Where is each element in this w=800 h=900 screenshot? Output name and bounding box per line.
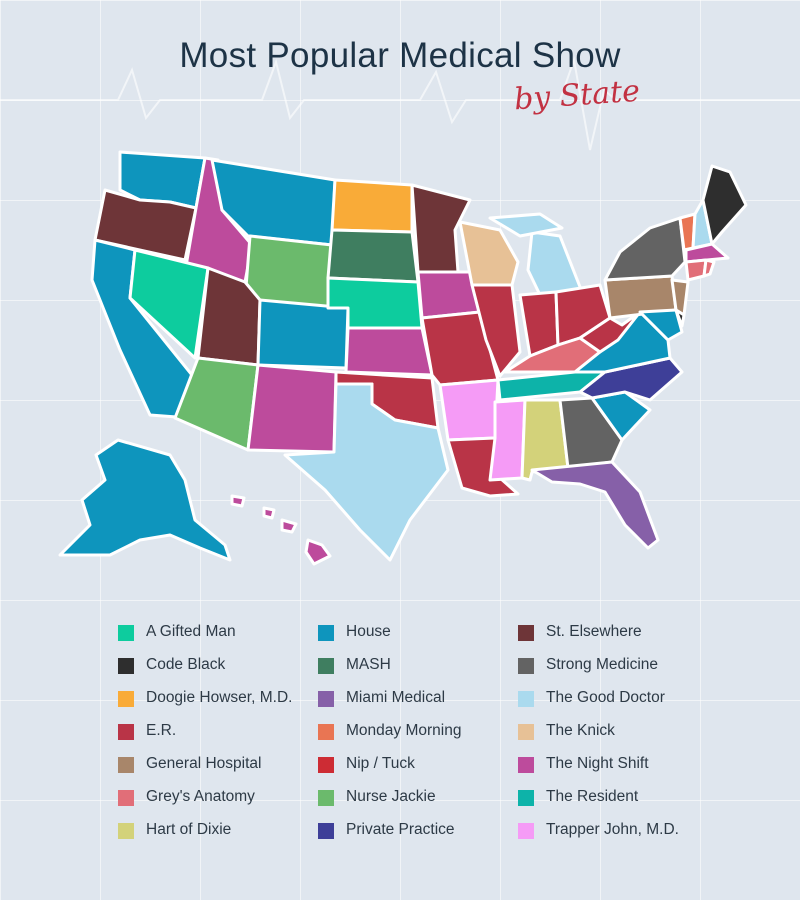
legend-label: Strong Medicine xyxy=(546,656,659,673)
legend-label: Hart of Dixie xyxy=(146,821,232,838)
state-nd xyxy=(330,178,414,234)
legend-swatch xyxy=(118,625,134,641)
legend-swatch xyxy=(518,790,534,806)
state-me xyxy=(701,164,748,246)
state-ny xyxy=(603,216,687,282)
legend-label: Doogie Howser, M.D. xyxy=(146,689,293,706)
state-ga xyxy=(558,396,624,470)
state-sd xyxy=(326,228,420,284)
legend-swatch xyxy=(118,658,134,674)
state-ak xyxy=(58,438,232,562)
legend-label: The Resident xyxy=(546,788,639,805)
us-map xyxy=(58,150,748,566)
state-ma xyxy=(684,242,730,264)
legend-swatch xyxy=(518,625,534,641)
legend-swatch xyxy=(318,691,334,707)
heartbeat-line-decoration xyxy=(0,56,800,151)
legend-swatch xyxy=(118,724,134,740)
legend-label: A Gifted Man xyxy=(146,623,236,640)
legend-swatch xyxy=(118,790,134,806)
legend-label: Nurse Jackie xyxy=(346,788,436,805)
legend-swatch xyxy=(518,724,534,740)
legend-swatch xyxy=(318,625,334,641)
legend-label: Private Practice xyxy=(346,821,455,838)
state-mn xyxy=(410,183,472,274)
legend-swatch xyxy=(518,691,534,707)
state-de xyxy=(674,308,686,328)
legend-label: Miami Medical xyxy=(346,689,446,706)
legend-label: Grey's Anatomy xyxy=(146,788,255,805)
state-nm xyxy=(246,363,338,454)
legend-label: St. Elsewhere xyxy=(546,623,642,640)
state-mi-up xyxy=(488,212,564,238)
legend-label: Nip / Tuck xyxy=(346,755,415,772)
legend-swatch xyxy=(318,658,334,674)
state-md xyxy=(638,308,684,342)
legend-swatch xyxy=(118,757,134,773)
state-ks xyxy=(344,326,434,377)
legend-label: Monday Morning xyxy=(346,722,462,739)
state-ar xyxy=(438,378,500,442)
legend-swatch xyxy=(318,724,334,740)
legend-label: General Hospital xyxy=(146,755,262,772)
page-title: Most Popular Medical Show xyxy=(179,36,621,75)
legend-swatch xyxy=(518,823,534,839)
legend-label: Code Black xyxy=(146,656,226,673)
state-hi-maui xyxy=(280,518,298,534)
state-il xyxy=(470,283,522,378)
legend-label: The Knick xyxy=(546,722,615,739)
state-tx xyxy=(283,382,450,562)
state-co xyxy=(256,298,350,370)
state-wv xyxy=(578,310,642,354)
legend-swatch xyxy=(318,823,334,839)
legend-swatch xyxy=(518,658,534,674)
state-hi-oahu xyxy=(262,506,276,520)
state-ri xyxy=(702,258,716,278)
legend-label: MASH xyxy=(346,656,391,673)
legend-label: House xyxy=(346,623,391,640)
legend-swatch xyxy=(318,790,334,806)
legend-swatch xyxy=(118,691,134,707)
legend-label: The Good Doctor xyxy=(546,689,665,706)
legend-label: Trapper John, M.D. xyxy=(546,821,679,838)
state-hi-main xyxy=(304,538,332,566)
state-nv xyxy=(128,248,210,360)
legend-swatch xyxy=(318,757,334,773)
state-hi-kauai xyxy=(230,494,246,508)
legend-swatch xyxy=(118,823,134,839)
state-wi xyxy=(458,220,520,287)
state-mi xyxy=(526,230,584,297)
state-fl xyxy=(530,460,660,550)
legend-label: The Night Shift xyxy=(546,755,649,772)
legend-label: E.R. xyxy=(146,722,177,739)
legend-swatch xyxy=(518,757,534,773)
state-ms xyxy=(488,398,527,482)
